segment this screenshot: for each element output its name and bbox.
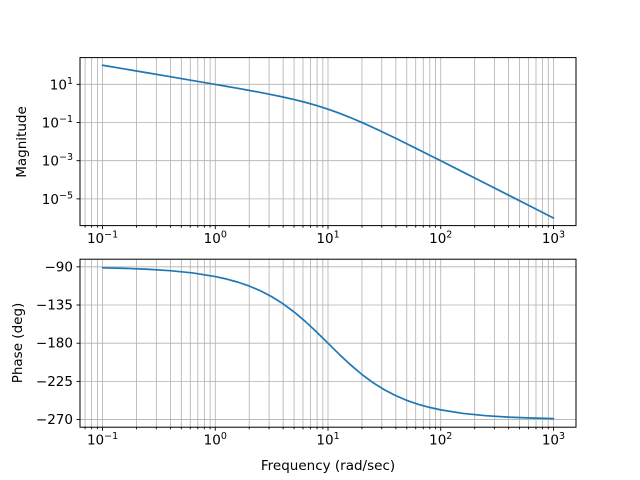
phase-ytick-label: −225 (36, 374, 73, 390)
magnitude-xtick-label: 102 (429, 230, 452, 248)
magnitude-ytick-label: 101 (50, 76, 73, 94)
phase-curve (101, 266, 555, 420)
phase-xtick-label: 103 (542, 431, 565, 449)
magnitude-axis-label: Magnitude (14, 105, 30, 178)
magnitude-subplot: 10−1 100 101 102 103 101 10−1 10−3 10−5 (42, 57, 577, 247)
magnitude-xtick-label: 100 (204, 230, 227, 248)
magnitude-ytick-label: 10−1 (42, 114, 73, 132)
phase-grid (80, 259, 576, 428)
phase-ytick-label: −135 (36, 298, 73, 314)
phase-ytick-label: −90 (45, 259, 74, 275)
phase-axis-label: Phase (deg) (10, 302, 26, 384)
phase-ytick-label: −270 (36, 412, 73, 428)
phase-xtick-label: 10−1 (87, 431, 118, 449)
magnitude-xtick-label: 10−1 (87, 230, 118, 248)
phase-subplot: 10−1 100 101 102 103 −90 −135 −180 −225 −270 (36, 258, 577, 449)
phase-xtick-label: 100 (204, 431, 227, 449)
magnitude-ticks (76, 83, 554, 230)
frequency-axis-label: Frequency (rad/sec) (260, 457, 396, 474)
magnitude-tick-labels: 10−1 100 101 102 103 101 10−1 10−3 10−5 (42, 76, 565, 247)
magnitude-xtick-label: 101 (316, 230, 339, 248)
phase-ytick-label: −180 (36, 336, 73, 352)
phase-tick-labels: 10−1 100 101 102 103 −90 −135 −180 −225 −270 (36, 259, 565, 448)
phase-xtick-label: 101 (316, 431, 339, 449)
magnitude-xtick-label: 103 (542, 230, 565, 248)
phase-ticks (76, 266, 554, 431)
magnitude-ytick-label: 10−5 (42, 190, 73, 208)
magnitude-ytick-label: 10−3 (42, 152, 73, 170)
magnitude-curve (101, 64, 555, 219)
magnitude-grid (80, 57, 576, 226)
phase-xtick-label: 102 (429, 431, 452, 449)
